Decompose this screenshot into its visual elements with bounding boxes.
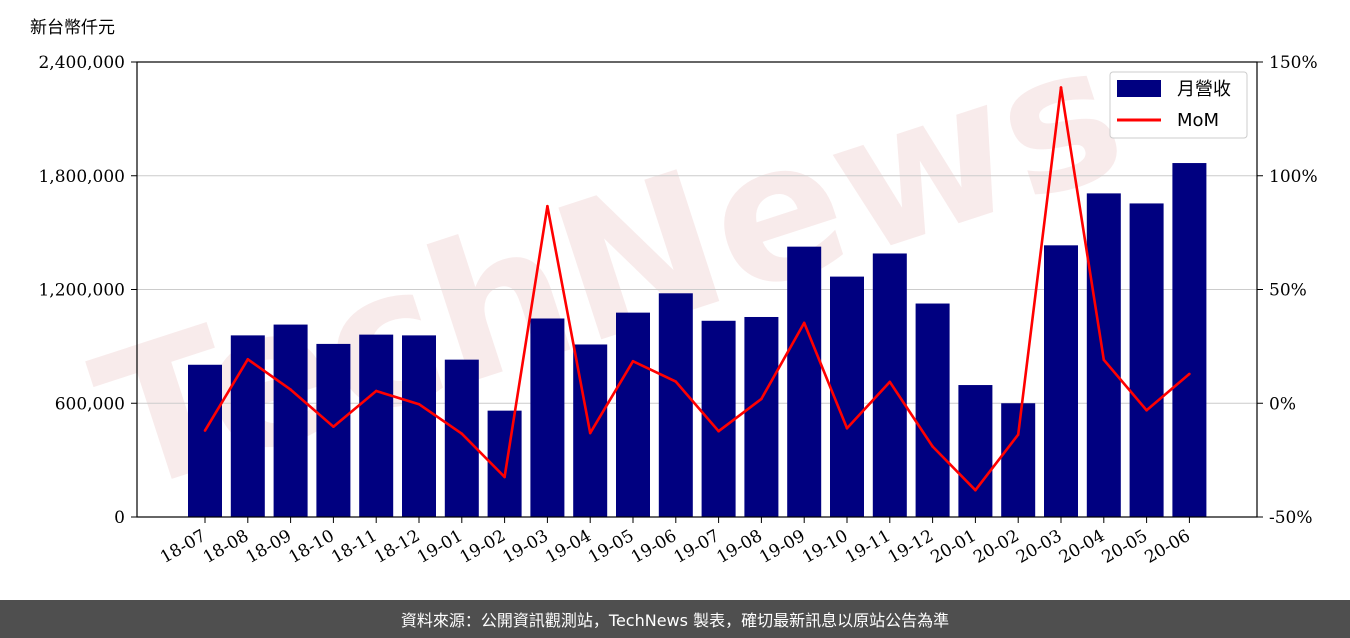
x-tick-label: 19-03 <box>499 526 551 568</box>
mom-line <box>203 86 1191 492</box>
mom-point-19-08 <box>760 397 763 401</box>
y-left-tick-label: 1,800,000 <box>38 167 125 187</box>
mom-point-19-02 <box>503 475 506 479</box>
x-tick-label: 18-11 <box>328 526 380 568</box>
bar-19-11 <box>872 253 907 517</box>
bar-19-06 <box>658 293 693 517</box>
x-tick-label: 20-03 <box>1013 526 1065 568</box>
mom-point-20-03 <box>1059 86 1063 89</box>
y-left-tick-label: 600,000 <box>55 394 125 414</box>
bar-19-03 <box>530 318 565 517</box>
mom-point-19-07 <box>717 429 720 433</box>
x-tick-label: 19-08 <box>713 526 765 568</box>
mom-point-19-04 <box>588 431 592 435</box>
bar-19-12 <box>915 303 950 517</box>
bar-18-07 <box>188 364 222 517</box>
mom-line-series <box>203 86 1191 492</box>
x-tick-label: 18-08 <box>200 526 252 568</box>
mom-point-18-12 <box>417 402 421 406</box>
mom-point-20-01 <box>974 488 977 492</box>
x-tick-label: 20-04 <box>1056 526 1108 568</box>
x-tick-label: 19-01 <box>414 526 466 568</box>
mom-point-18-10 <box>332 425 335 428</box>
chart-canvas: TechNews 0600,0001,200,0001,800,0002,400… <box>30 0 1318 568</box>
y-left-tick-label: 1,200,000 <box>38 281 125 301</box>
legend-swatch-bar <box>1117 80 1161 97</box>
bar-18-12 <box>402 335 436 517</box>
x-tick-label: 20-01 <box>927 526 979 568</box>
x-tick-label: 18-09 <box>243 526 295 568</box>
bar-20-03 <box>1044 245 1078 517</box>
legend-label-bar: 月營收 <box>1177 79 1231 100</box>
x-tick-label: 19-10 <box>799 526 851 568</box>
source-footer-text: 資料來源：公開資訊觀測站，TechNews 製表，確切最新訊息以原站公告為準 <box>400 611 950 630</box>
x-tick-label: 19-04 <box>542 526 594 568</box>
x-tick-label: 20-05 <box>1099 526 1151 568</box>
bar-20-02 <box>1001 403 1036 517</box>
y-right-tick-label: -50% <box>1269 508 1313 528</box>
bar-19-08 <box>744 316 779 517</box>
mom-point-19-01 <box>460 432 464 436</box>
mom-point-19-09 <box>802 321 806 325</box>
mom-point-18-11 <box>374 389 378 393</box>
x-tick-label: 19-12 <box>885 526 937 568</box>
mom-point-20-06 <box>1188 372 1191 376</box>
bar-18-09 <box>273 324 308 517</box>
mom-point-19-11 <box>888 380 892 384</box>
y-left-unit-label: 新台幣仟元 <box>30 18 115 38</box>
bar-19-09 <box>787 246 822 517</box>
bar-19-01 <box>444 359 479 517</box>
mom-point-20-02 <box>1016 433 1020 436</box>
mom-point-20-04 <box>1102 358 1106 362</box>
x-tick-label: 19-09 <box>756 526 808 568</box>
x-tick-label: 19-05 <box>585 526 637 568</box>
legend-label-line: MoM <box>1177 110 1219 131</box>
mom-point-18-07 <box>203 429 207 432</box>
x-tick-label: 18-10 <box>285 526 337 568</box>
bar-series <box>188 163 1207 517</box>
y-left-tick-label: 2,400,000 <box>38 53 125 73</box>
y-right-tick-label: 100% <box>1269 167 1318 187</box>
mom-point-19-05 <box>631 359 635 363</box>
mom-point-20-05 <box>1145 409 1148 412</box>
bar-18-11 <box>359 334 394 517</box>
legend: 月營收 MoM <box>1109 71 1248 139</box>
x-tick-label: 19-07 <box>671 526 723 568</box>
x-tick-label: 20-06 <box>1141 526 1193 568</box>
x-tick-label: 19-02 <box>457 526 509 568</box>
source-footer: 資料來源：公開資訊觀測站，TechNews 製表，確切最新訊息以原站公告為準 <box>0 600 1350 638</box>
mom-point-19-12 <box>931 445 934 448</box>
y-right-tick-label: 50% <box>1269 281 1307 301</box>
bar-18-08 <box>230 335 265 517</box>
mom-point-19-03 <box>546 204 549 208</box>
mom-point-19-06 <box>674 380 678 383</box>
y-right-tick-label: 150% <box>1269 53 1318 73</box>
mom-point-18-08 <box>246 358 250 361</box>
x-tick-label: 20-02 <box>970 526 1022 568</box>
bar-20-01 <box>958 385 993 517</box>
mom-point-18-09 <box>289 388 292 391</box>
y-left-tick-label: 0 <box>114 508 125 528</box>
bar-18-10 <box>316 343 351 517</box>
mom-point-19-10 <box>845 426 849 430</box>
bar-19-10 <box>830 276 864 517</box>
bar-20-05 <box>1129 203 1164 517</box>
bar-20-06 <box>1172 163 1207 517</box>
y-right-tick-label: 0% <box>1269 394 1296 414</box>
x-tick-label: 18-12 <box>371 526 423 568</box>
x-tick-label: 18-07 <box>157 526 209 568</box>
x-tick-label: 19-11 <box>842 526 894 568</box>
bar-19-05 <box>616 312 650 517</box>
x-tick-label: 19-06 <box>628 526 680 568</box>
